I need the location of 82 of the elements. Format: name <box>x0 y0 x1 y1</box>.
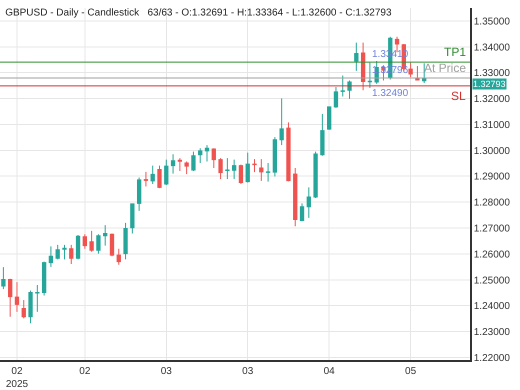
candlestick <box>368 62 372 88</box>
candlestick <box>22 299 26 319</box>
candlestick <box>286 122 291 182</box>
x-tick-label: 03 <box>160 366 172 377</box>
candlestick <box>191 151 196 172</box>
candlestick <box>76 234 80 260</box>
x-tick-label: 02 2025 <box>6 366 29 390</box>
candlestick <box>157 165 162 189</box>
y-tick-label: 1.31000 <box>474 120 510 131</box>
candlestick <box>415 65 420 81</box>
y-tick-label: 1.34000 <box>474 42 510 54</box>
candlestick <box>103 224 108 246</box>
candlestick <box>178 158 182 172</box>
candlestick <box>408 62 413 78</box>
y-tick-label: 1.29000 <box>474 172 510 183</box>
y-tick-label: 1.26000 <box>474 249 510 260</box>
candlestick <box>293 167 298 227</box>
candlestick <box>62 244 67 260</box>
candlestick <box>89 230 94 252</box>
ref-line-label: TP1 <box>444 45 466 59</box>
candlestick <box>14 282 20 312</box>
candlestick <box>136 177 142 212</box>
text: 1.32793 <box>473 79 506 89</box>
candlestick <box>110 232 114 257</box>
candlestick <box>212 148 216 168</box>
y-tick-label: 1.22000 <box>474 352 510 364</box>
candlestick <box>354 42 358 72</box>
chart-title: GBPUSD - Daily - Candlestick 63/63 - O:1.32691 - H:1.33364 - L:1.32600 - C:1.32793 <box>5 8 392 18</box>
x-tick-label: 02 <box>79 366 91 377</box>
x-tick-label: 05 <box>405 366 417 377</box>
candlestick <box>272 136 278 177</box>
candlestick <box>334 86 338 108</box>
candlestick <box>300 202 304 222</box>
candlestick <box>82 234 87 250</box>
y-tick-label: 1.23000 <box>474 327 510 338</box>
candlestick <box>340 75 345 98</box>
y-tick-label: 1.28000 <box>474 198 510 209</box>
candlestick <box>204 144 210 162</box>
candlestick <box>144 171 148 187</box>
candlestick <box>28 290 33 324</box>
y-tick-label: 1.25000 <box>474 275 510 286</box>
annotation: 1.32490 <box>372 88 409 99</box>
y-tick-label: 1.32000 <box>474 94 510 106</box>
candlestick <box>198 148 202 164</box>
candlestick <box>96 234 101 254</box>
candlestick <box>360 42 366 91</box>
candlestick <box>313 151 318 198</box>
candlestick <box>280 98 284 146</box>
candlestick <box>252 158 257 173</box>
x-tick-label: 03 <box>242 366 254 377</box>
candlestick <box>306 186 311 218</box>
candlestick <box>347 80 352 100</box>
candlestick <box>123 222 128 260</box>
y-tick-label: 1.35000 <box>474 16 510 28</box>
candlestick <box>56 244 60 260</box>
candlestick <box>246 152 250 183</box>
candlestick <box>232 159 236 180</box>
candlestick <box>35 284 40 312</box>
candlestick <box>69 244 74 264</box>
y-tick-label: 1.24000 <box>474 301 510 312</box>
candlestick <box>150 165 155 184</box>
candlestick <box>184 160 189 175</box>
candlestick <box>238 164 244 184</box>
y-tick-label: 1.33000 <box>474 68 510 80</box>
ref-line-label: SL <box>451 89 466 103</box>
candlestick <box>164 159 168 186</box>
candlestick <box>259 158 264 182</box>
candlestick <box>8 278 12 318</box>
y-tick-label: 1.30000 <box>474 146 510 157</box>
candlestick <box>170 154 176 174</box>
y-tick-label: 1.27000 <box>474 224 510 234</box>
candlestick <box>1 266 6 290</box>
candlestick <box>218 158 223 180</box>
candlestick <box>48 246 54 268</box>
candlestick <box>327 106 332 130</box>
candlestick <box>42 261 46 296</box>
candlestick <box>266 162 270 182</box>
candlestick <box>130 202 135 234</box>
candlestick <box>116 248 121 266</box>
x-tick-label: 04 <box>324 366 336 377</box>
candlestick <box>225 158 230 180</box>
candlestick <box>320 113 325 156</box>
